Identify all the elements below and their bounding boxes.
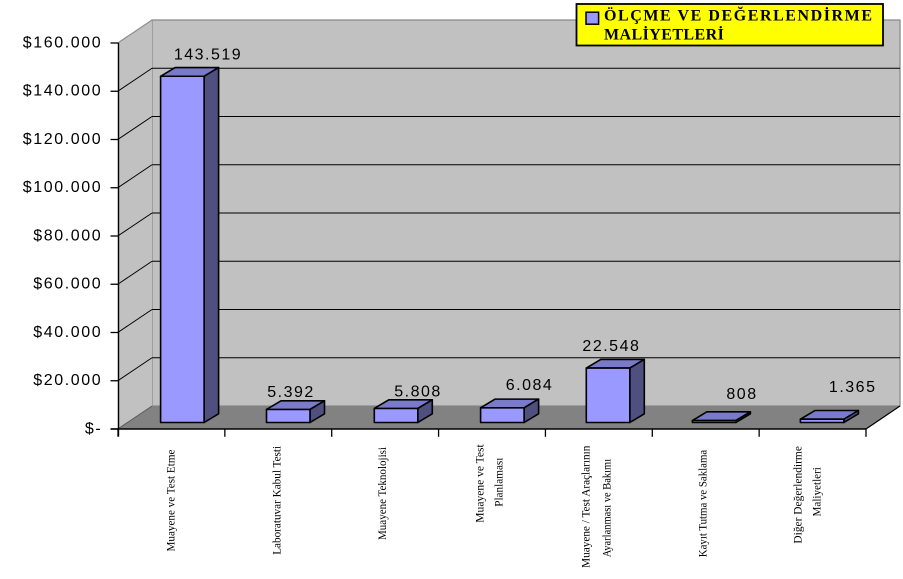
- svg-text:Muayene Teknolojisi: Muayene Teknolojisi: [375, 446, 389, 540]
- svg-text:ÖLÇME VE DEĞERLENDİRME: ÖLÇME VE DEĞERLENDİRME: [604, 6, 872, 25]
- svg-text:22.548: 22.548: [582, 338, 640, 355]
- svg-text:Muayene / Test Araçlarının: Muayene / Test Araçlarının: [579, 446, 593, 568]
- svg-text:5.392: 5.392: [267, 384, 315, 401]
- svg-text:Kayıt Tutma ve Saklama: Kayıt Tutma ve Saklama: [695, 449, 709, 557]
- svg-text:5.808: 5.808: [394, 384, 442, 401]
- svg-text:Maliyetleri: Maliyetleri: [810, 466, 824, 516]
- svg-text:1.365: 1.365: [829, 379, 877, 396]
- svg-text:143.519: 143.519: [174, 46, 242, 63]
- svg-text:Planlaması: Planlaması: [492, 457, 506, 507]
- svg-text:$100.000: $100.000: [23, 179, 103, 196]
- svg-text:$160.000: $160.000: [23, 34, 103, 51]
- svg-text:$60.000: $60.000: [33, 276, 102, 293]
- svg-text:Ayarlanması ve Bakımı: Ayarlanması ve Bakımı: [599, 458, 613, 557]
- svg-text:MALİYETLERİ: MALİYETLERİ: [604, 24, 724, 43]
- svg-text:Diğer Değerlendirme: Diğer Değerlendirme: [791, 446, 805, 543]
- svg-text:$140.000: $140.000: [23, 83, 103, 100]
- svg-text:Muayene ve Test: Muayene ve Test: [472, 444, 486, 523]
- svg-text:$20.000: $20.000: [33, 372, 102, 389]
- svg-text:Muayene ve Test Etme: Muayene ve Test Etme: [164, 450, 178, 552]
- svg-text:Laboratuvar Kabul Testi: Laboratuvar Kabul Testi: [270, 445, 284, 555]
- svg-text:$40.000: $40.000: [33, 324, 102, 341]
- svg-text:$80.000: $80.000: [33, 227, 102, 244]
- svg-text:$120.000: $120.000: [23, 131, 103, 148]
- svg-text:6.084: 6.084: [506, 377, 554, 394]
- svg-text:$-: $-: [85, 420, 102, 437]
- svg-text:808: 808: [726, 386, 757, 403]
